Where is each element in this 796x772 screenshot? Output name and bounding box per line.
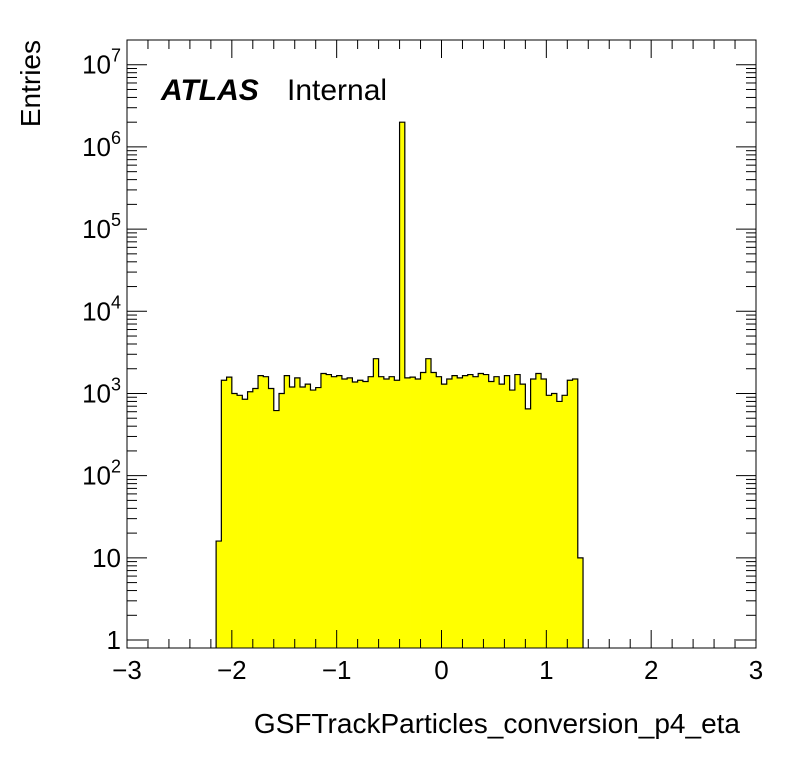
histogram-bin [546,395,552,648]
histogram-bin [279,393,285,648]
histogram-bin [284,375,290,648]
histogram-bin [299,386,306,648]
histogram-bin [577,557,584,648]
histogram-bin [462,375,469,648]
histogram-bin [383,379,390,648]
histogram-bin [226,377,233,648]
histogram-bin [289,386,296,648]
histogram-bin [446,379,453,648]
histogram-bin [410,377,416,648]
histogram-bin [394,380,400,648]
histogram-bin [252,388,259,648]
histogram-bin [331,376,338,648]
y-tick-label: 10 [92,543,121,573]
histogram-bin [504,375,511,648]
y-tick-label: 105 [82,210,121,244]
histogram-bin [389,376,395,648]
histogram-bin [472,376,479,648]
histogram-bin [247,391,254,648]
histogram-outline [215,121,584,648]
x-tick-label: −2 [217,655,247,685]
y-tick-label: 102 [82,457,121,491]
y-tick-label: 107 [82,46,121,80]
histogram-bin [315,387,322,648]
y-tick-label: 104 [82,292,121,326]
histogram-bin [294,377,301,648]
x-tick-label: 0 [434,655,448,685]
histogram-bin [263,376,269,648]
histogram-bin [399,122,406,648]
histogram-bin [572,379,579,648]
y-tick-label: 1 [107,625,121,655]
histogram-bin [258,375,264,648]
y-tick-label: 106 [82,128,121,162]
histogram-bin [221,380,227,648]
histogram-bin [431,372,437,648]
histogram-bin [347,377,353,648]
x-tick-label: 3 [749,655,763,685]
histogram-bin [567,380,573,648]
histogram-bin [478,373,484,648]
histogram-bin [436,376,442,648]
histogram-bin [320,373,327,648]
histogram-bin [556,401,563,648]
histogram-bin [242,399,248,648]
histogram-bin [483,374,490,648]
histogram-bin [362,381,369,648]
histogram-bin [341,379,348,648]
histogram-bin [373,358,379,648]
histogram-bin [562,395,568,648]
y-axis-title: Entries [15,40,46,127]
x-axis-title: GSFTrackParticles_conversion_p4_eta [254,708,741,739]
histogram-bin [535,373,542,648]
histogram-bin [451,375,458,648]
axis-ticks [126,39,757,648]
histogram-bin [457,377,463,648]
atlas-label: ATLAS [160,74,259,107]
histogram-bin [530,379,537,648]
histogram-bin [268,388,275,648]
x-tick-label: 1 [539,655,553,685]
histogram-bin [357,380,364,648]
y-tick-label: 103 [82,375,121,409]
histogram-bin [525,408,532,648]
histogram-bin [509,390,516,648]
x-tick-label: −3 [112,655,142,685]
internal-label: Internal [287,74,387,107]
histogram-bin [310,390,317,648]
histogram-bin [514,374,521,648]
histogram-bin [237,395,243,648]
histogram-bin [368,376,374,648]
histogram-bin [499,384,505,648]
histogram-bin [216,541,222,648]
histogram-bin [352,381,359,648]
x-tick-label: 2 [644,655,658,685]
histogram-bin [305,384,311,648]
histogram-bin [488,381,495,648]
histogram-bin [326,374,332,648]
histogram-bin [541,379,547,648]
histogram-bin [467,374,474,648]
histogram-bin [520,384,526,648]
histogram-bin [420,372,427,648]
histogram-bin [441,384,448,648]
x-tick-label: −1 [322,655,352,685]
histogram-bin [231,393,238,648]
histogram-bin [336,375,343,648]
histogram-bin [378,376,385,648]
histogram-bin [493,376,500,648]
histogram-bars [215,121,584,648]
histogram-bin [415,379,421,648]
histogram-bin [551,393,558,648]
tick-labels: −3 −2 −1 0 1 2 3 1 10 102 103 104 105 106 107 [82,46,763,685]
histogram-bin [273,410,280,648]
histogram-bin [425,358,432,648]
histogram-bin [404,377,411,648]
